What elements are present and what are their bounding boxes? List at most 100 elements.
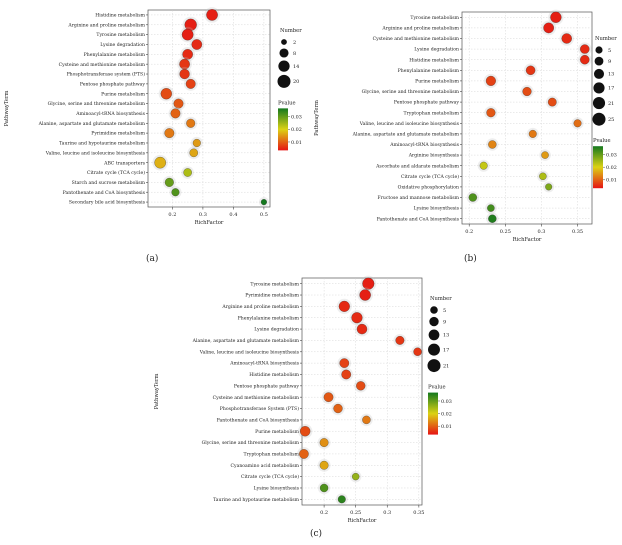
term-label-histidine-metabolism: Histidine metabolism xyxy=(95,13,145,19)
term-label-phenylalanine-metabolism: Phenylalanine metabolism xyxy=(238,315,300,321)
data-point-cyanoamino-acid-metabolism xyxy=(319,460,329,470)
x-tick-label: 0.35 xyxy=(572,229,583,235)
term-label-tyrosine-metabolism: Tyrosine metabolism xyxy=(96,32,145,38)
term-label-purine-metabolism: Purine metabolism xyxy=(255,429,300,435)
x-tick-label: 0.3 xyxy=(383,510,391,516)
data-point-phenylalanine-metabolism xyxy=(351,312,363,324)
size-legend-value: 17 xyxy=(608,86,614,92)
data-point-lysine-biosynthesis xyxy=(487,204,495,212)
term-label-citrate-cycle-tca-cycle: Citrate cycle (TCA cycle) xyxy=(241,473,299,480)
term-label-lysine-degradation: Lysine degradation xyxy=(254,327,299,333)
data-point-lysine-degradation xyxy=(191,39,203,50)
size-legend-title: Number xyxy=(430,296,452,302)
color-legend-bar xyxy=(278,108,288,151)
term-label-aminoacyl-trna-biosynthesis: Aminoacyl-tRNA biosynthesis xyxy=(389,142,459,148)
data-point-purine-metabolism xyxy=(160,88,172,100)
size-legend-value: 20 xyxy=(293,79,299,85)
term-label-arginine-and-proline-metabolism: Arginine and proline metabolism xyxy=(221,304,299,310)
data-point-valine-leucine-and-isoleucine-biosynthesis xyxy=(413,347,422,356)
term-label-glycine-serine-and-threonine-metabolism: Glycine, serine and threonine metabolism xyxy=(48,101,146,107)
data-point-tryptophan-metabolism xyxy=(486,108,496,118)
data-point-cysteine-and-methionine-metabolism xyxy=(323,392,334,402)
data-point-abc-transporters xyxy=(154,156,166,169)
data-point-lysine-biosynthesis xyxy=(319,483,329,493)
term-label-histidine-metabolism: Histidine metabolism xyxy=(409,57,459,63)
term-label-pentose-phosphate-pathway: Pentose phosphate pathway xyxy=(234,383,300,389)
chart-panel-c: 0.2 0.25 0.3 0.35 RichFactor PathwayTerm Tyros… xyxy=(150,272,480,530)
data-point-glycine-serine-and-threonine-metabolism xyxy=(173,98,184,109)
term-label-pyrimidine-metabolism: Pyrimidine metabolism xyxy=(245,293,299,299)
term-label-valine-leucine-and-isoleucine-biosynthesis: Valine, leucine and isoleucine biosynthe… xyxy=(45,150,146,156)
x-tick-label: 0.35 xyxy=(413,510,424,516)
size-legend-dot xyxy=(278,60,290,72)
term-label-alanine-aspartate-and-glutamate-metabolism: Alanine, aspartate and glutamate metabol… xyxy=(352,132,460,138)
term-label-lysine-degradation: Lysine degradation xyxy=(414,47,459,53)
bubble-chart-1: 0.2 0.25 0.3 0.35 RichFactor PathwayTerm Tyros… xyxy=(314,9,617,243)
size-legend-dot xyxy=(594,56,604,66)
data-point-aminoacyl-trna-biosynthesis xyxy=(170,108,181,119)
term-label-secondary-bile-acid-biosynthesis: Secondary bile acid biosynthesis xyxy=(69,200,146,206)
term-label-purine-metabolism: Purine metabolism xyxy=(101,91,146,97)
data-point-glycine-serine-and-threonine-metabolism xyxy=(522,86,532,97)
term-label-valine-leucine-and-isoleucine-biosynthesis: Valine, leucine and isoleucine biosynthe… xyxy=(359,121,460,127)
chart-panel-b: 0.2 0.25 0.3 0.35 RichFactor PathwayTerm Tyros… xyxy=(310,0,622,250)
term-label-ascorbate-and-aldarate-metabolism: Ascorbate and aldarate metabolism xyxy=(375,163,460,169)
term-label-purine-metabolism: Purine metabolism xyxy=(415,79,460,85)
term-label-histidine-metabolism: Histidine metabolism xyxy=(249,372,299,378)
term-label-tryptophan-metabolism: Tryptophan metabolism xyxy=(244,452,300,458)
term-label-phosphotransferase-system-pts: Phosphotransferase System (PTS) xyxy=(220,405,299,412)
data-point-oxidative-phosphorylation xyxy=(545,183,553,191)
x-tick-label: 0.3 xyxy=(199,212,207,218)
term-label-pentose-phosphate-pathway: Pentose phosphate pathway xyxy=(394,100,460,106)
term-label-cyanoamino-acid-metabolism: Cyanoamino acid metabolism xyxy=(230,463,299,469)
size-legend-dot xyxy=(428,329,440,341)
x-tick-label: 0.2 xyxy=(465,229,473,235)
size-legend-title: Number xyxy=(595,36,617,42)
data-point-lysine-degradation xyxy=(356,323,368,335)
term-label-pantothenate-and-coa-biosynthesis: Pantothenate and CoA biosynthesis xyxy=(377,216,460,222)
size-legend-dot xyxy=(429,316,439,327)
term-label-starch-and-sucrose-metabolism: Starch and sucrose metabolism xyxy=(72,180,146,186)
size-legend-dot xyxy=(281,39,287,45)
data-point-pentose-phosphate-pathway xyxy=(547,97,557,107)
data-point-cysteine-and-methionine-metabolism xyxy=(561,33,572,44)
color-legend-label: 0.02 xyxy=(606,165,617,171)
term-label-pantothenate-and-coa-biosynthesis: Pantothenate and CoA biosynthesis xyxy=(217,417,300,423)
size-legend-dot xyxy=(277,74,291,88)
x-axis-label: RichFactor xyxy=(195,220,224,226)
data-point-valine-leucine-and-isoleucine-biosynthesis xyxy=(189,148,199,158)
size-legend-value: 9 xyxy=(443,319,446,325)
data-point-purine-metabolism xyxy=(485,75,496,86)
size-legend-dot xyxy=(430,306,438,314)
term-label-valine-leucine-and-isoleucine-biosynthesis: Valine, leucine and isoleucine biosynthe… xyxy=(199,349,300,355)
bubble-chart-2: 0.2 0.25 0.3 0.35 RichFactor PathwayTerm Tyros… xyxy=(154,275,452,524)
x-tick-label: 0.2 xyxy=(168,212,176,218)
data-point-purine-metabolism xyxy=(299,426,311,437)
data-point-pantothenate-and-coa-biosynthesis xyxy=(488,214,497,223)
data-point-fructose-and-mannose-metabolism xyxy=(468,193,477,202)
x-tick-label: 0.25 xyxy=(500,229,511,235)
term-label-citrate-cycle-tca-cycle: Citrate cycle (TCA cycle) xyxy=(87,169,145,176)
color-legend-title: Pvalue xyxy=(278,100,296,106)
size-legend-value: 5 xyxy=(443,308,446,314)
term-label-tyrosine-metabolism: Tyrosine metabolism xyxy=(250,281,299,287)
data-point-histidine-metabolism xyxy=(206,9,218,21)
color-legend-title: Pvalue xyxy=(593,138,611,144)
term-label-alanine-aspartate-and-glutamate-metabolism: Alanine, aspartate and glutamate metabol… xyxy=(38,121,146,127)
data-point-aminoacyl-trna-biosynthesis xyxy=(339,358,350,368)
data-point-citrate-cycle-tca-cycle xyxy=(539,172,547,181)
term-label-cysteine-and-methionine-metabolism: Cysteine and methionine metabolism xyxy=(59,62,146,68)
size-legend-value: 13 xyxy=(608,72,614,78)
term-label-pantothenate-and-coa-biosynthesis: Pantothenate and CoA biosynthesis xyxy=(63,190,146,196)
data-point-pentose-phosphate-pathway xyxy=(356,381,366,391)
size-legend-dot xyxy=(428,343,440,356)
data-point-taurine-and-hypotaurine-metabolism xyxy=(192,138,201,147)
data-point-phosphotransferase-system-pts xyxy=(333,403,343,414)
data-point-pyrimidine-metabolism xyxy=(359,289,371,301)
data-point-valine-leucine-and-isoleucine-biosynthesis xyxy=(573,119,582,128)
term-label-fructose-and-mannose-metabolism: Fructose and mannose metabolism xyxy=(378,195,460,201)
size-legend-value: 17 xyxy=(443,347,449,353)
size-legend-value: 5 xyxy=(608,48,611,54)
term-label-aminoacyl-trna-biosynthesis: Aminoacyl-tRNA biosynthesis xyxy=(229,361,299,367)
data-point-arginine-biosynthesis xyxy=(541,151,549,159)
